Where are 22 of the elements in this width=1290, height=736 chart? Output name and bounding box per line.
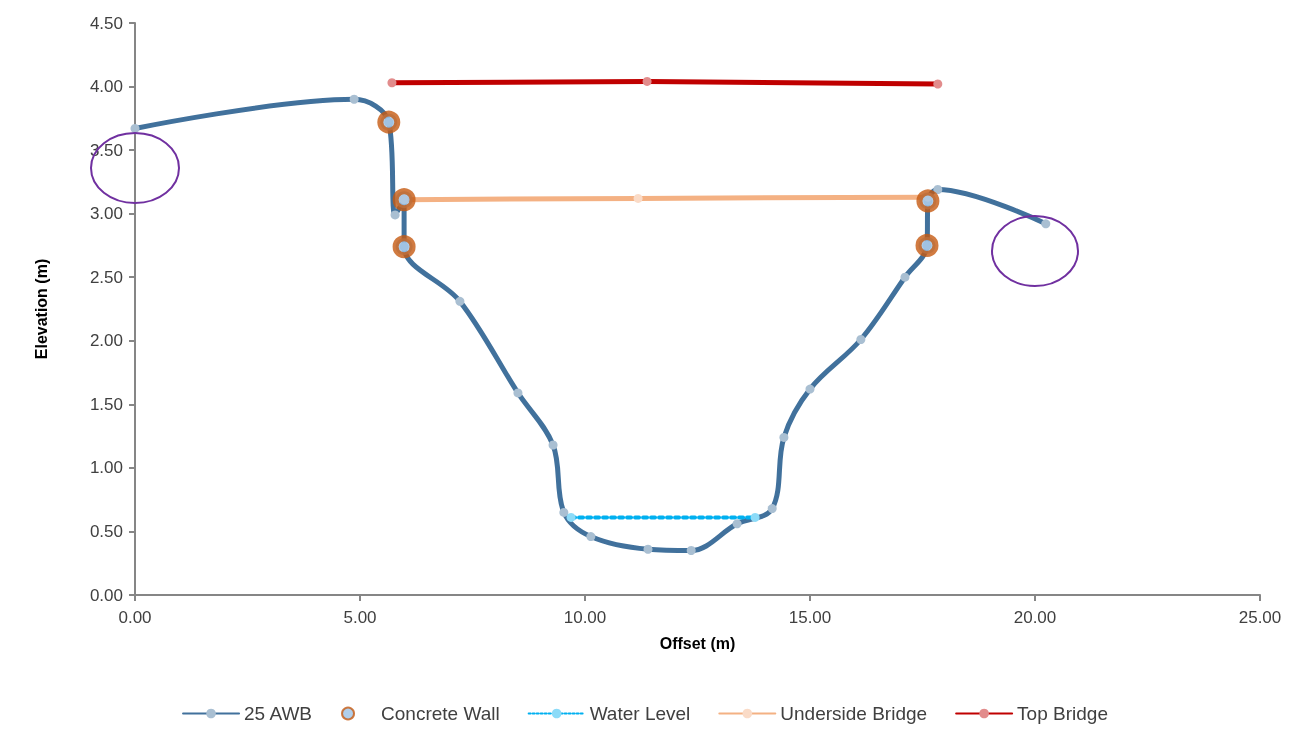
y-axis-title: Elevation (m) (32, 258, 50, 360)
x-tick-label: 20.00 (1013, 608, 1057, 627)
x-tick-label: 0.00 (118, 608, 152, 627)
y-tick-label: 3.00 (89, 204, 123, 224)
legend-label: Concrete Wall (381, 703, 500, 724)
y-tick-label: 2.00 (89, 331, 123, 351)
y-tick-label: 1.00 (89, 458, 123, 478)
x-tick-label: 25.00 (1238, 608, 1282, 627)
y-tick-label: 4.00 (89, 77, 123, 97)
legend-label: Water Level (589, 703, 691, 724)
y-tick-label: 1.50 (89, 394, 123, 414)
y-tick-label: 0.50 (89, 521, 123, 541)
legend-label: Top Bridge (1017, 703, 1108, 724)
y-tick-label: 2.50 (89, 267, 123, 287)
y-tick-label: 0.00 (89, 585, 123, 605)
x-tick-label: 5.00 (343, 608, 377, 627)
y-tick-label: 4.50 (89, 13, 123, 33)
x-tick-label: 15.00 (788, 608, 832, 627)
x-axis-title: Offset (m) (659, 634, 736, 652)
x-tick-label: 10.00 (563, 608, 607, 627)
legend-label: Underside Bridge (780, 703, 928, 724)
legend-label: 25 AWB (244, 703, 312, 724)
